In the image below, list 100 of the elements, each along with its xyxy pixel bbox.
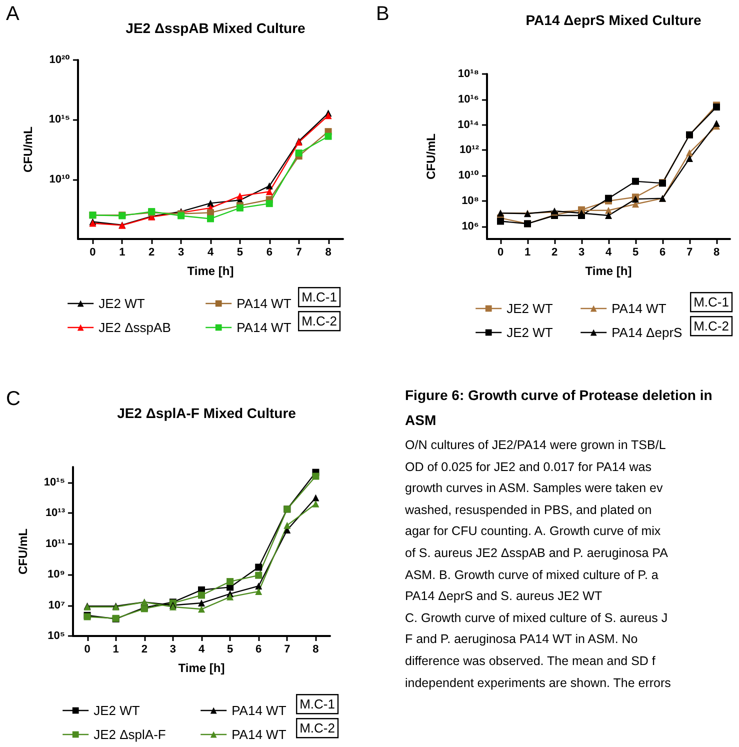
point: [312, 494, 320, 502]
text: C. Growth curve of mixed culture of S. aureus J: [405, 610, 669, 627]
point: [198, 600, 205, 607]
text: M.C-2: [302, 314, 337, 329]
x-tick-label: 2: [551, 246, 558, 258]
legend-label: JE2 WT: [98, 296, 145, 311]
point: [605, 194, 612, 202]
x-tick-label: 3: [578, 246, 585, 258]
text: M.C-1: [300, 696, 335, 712]
y-tick-label: 10¹⁴: [458, 118, 479, 131]
point: [236, 192, 244, 200]
y-tick-label: 10⁶: [462, 220, 479, 232]
x-tick-label: 8: [713, 246, 720, 258]
point: [713, 120, 720, 127]
x-tick-label: 2: [141, 644, 148, 656]
y-tick-label: 10¹²: [459, 144, 480, 156]
x-tick-label: 4: [198, 644, 206, 656]
x-tick-label: 8: [312, 644, 319, 656]
y-tick-label: 10¹¹: [45, 538, 66, 550]
chart-title: PA14 ΔeprS Mixed Culture: [526, 12, 702, 28]
y-tick-label: 10¹⁵: [44, 476, 65, 488]
legend-label: PA14 WT: [232, 703, 286, 718]
legend-label: JE2 WT: [506, 325, 553, 340]
point: [255, 564, 262, 571]
point: [226, 593, 234, 600]
text: ASM. B. Growth curve of mixed culture of P. a: [405, 566, 660, 584]
point: [255, 588, 262, 595]
text: C: [6, 388, 20, 410]
legend-label: JE2 WT: [94, 703, 140, 718]
point: [266, 182, 273, 190]
point: [497, 218, 504, 225]
text: M.C-2: [694, 318, 729, 334]
legend-label: PA14 WT: [612, 301, 666, 316]
point: [686, 149, 693, 156]
point: [312, 472, 320, 480]
y-tick-label: 10⁸: [462, 194, 479, 207]
point: [207, 215, 214, 222]
x-tick-label: 2: [148, 246, 155, 258]
text: growth curves in ASM. Samples were taken ev: [405, 480, 664, 498]
x-tick-label: 7: [686, 246, 693, 258]
text: M.C-1: [694, 294, 729, 310]
x-tick-label: 1: [524, 246, 531, 258]
x-tick-label: 7: [284, 644, 290, 656]
point: [255, 572, 262, 579]
x-tick-label: 3: [170, 644, 176, 656]
x-tick-label: 5: [236, 246, 244, 258]
point: [632, 178, 639, 185]
x-axis-title: Time [h]: [178, 661, 225, 675]
point: [198, 592, 205, 599]
y-tick-label: 10¹⁰: [49, 173, 70, 186]
x-tick-label: 7: [296, 246, 302, 258]
y-tick-label: 10¹³: [45, 507, 66, 520]
point: [284, 522, 291, 529]
x-tick-label: 8: [325, 246, 332, 258]
text: A: [6, 3, 20, 25]
x-tick-label: 6: [659, 246, 666, 258]
text: difference was observed. The mean and SD f: [405, 652, 656, 670]
x-tick-label: 5: [632, 246, 639, 258]
y-tick-label: 10²⁰: [49, 54, 70, 66]
x-tick-label: 3: [178, 246, 184, 258]
text: Figure 6: Growth curve of Protease deletion in ASM: [405, 386, 714, 430]
text: PA14 ΔeprS and S. aureus JE2 WT: [405, 588, 604, 606]
point: [266, 200, 273, 208]
text: washed, resuspended in PBS, and plated on: [405, 502, 653, 519]
y-tick-label: 10⁷: [48, 599, 66, 612]
text: of S. aureus JE2 ΔsspAB and P. aeruginosa PA: [405, 544, 669, 562]
x-axis-title: Time [h]: [187, 264, 234, 278]
text: M.C-2: [300, 720, 335, 736]
x-tick-label: 4: [605, 246, 612, 258]
y-tick-label: 10¹⁵: [48, 114, 70, 126]
text: agar for CFU counting. A. Growth curve of mix: [405, 523, 662, 540]
point: [226, 578, 234, 586]
point: [266, 188, 273, 196]
text: F and P. aeruginosa PA14 WT in ASM. No: [405, 631, 639, 648]
legend-label: PA14 WT: [236, 320, 292, 335]
legend-label: PA14 ΔeprS: [612, 325, 683, 340]
point: [312, 500, 320, 508]
point: [198, 606, 205, 613]
legend-label: JE2 ΔsplA-F: [94, 727, 166, 742]
y-axis-title: CFU/mL: [424, 134, 438, 180]
text: B: [376, 3, 390, 25]
text: O/N cultures of JE2/PA14 were grown in TSB/L: [405, 437, 667, 454]
x-axis-title: Time [h]: [585, 264, 632, 278]
legend-label: PA14 WT: [232, 727, 286, 742]
x-tick-label: 4: [207, 246, 214, 258]
y-axis-title: CFU/mL: [21, 126, 35, 172]
legend-label: PA14 WT: [236, 296, 292, 311]
x-tick-label: 5: [226, 644, 234, 656]
y-tick-label: 10¹⁸: [458, 68, 479, 80]
text: M.C-1: [302, 290, 337, 305]
chart-title: JE2 ΔsplA-F Mixed Culture: [117, 405, 296, 421]
text: OD of 0.025 for JE2 and 0.017 for PA14 was: [405, 458, 652, 476]
chart-title: JE2 ΔsspAB Mixed Culture: [126, 20, 306, 36]
point: [207, 200, 214, 207]
x-tick-label: 0: [84, 644, 90, 656]
x-tick-label: 1: [112, 644, 119, 656]
point: [324, 112, 332, 120]
legend-label: JE2 ΔsspAB: [98, 320, 171, 335]
y-tick-label: 10⁵: [48, 630, 65, 642]
x-tick-label: 6: [266, 246, 272, 258]
